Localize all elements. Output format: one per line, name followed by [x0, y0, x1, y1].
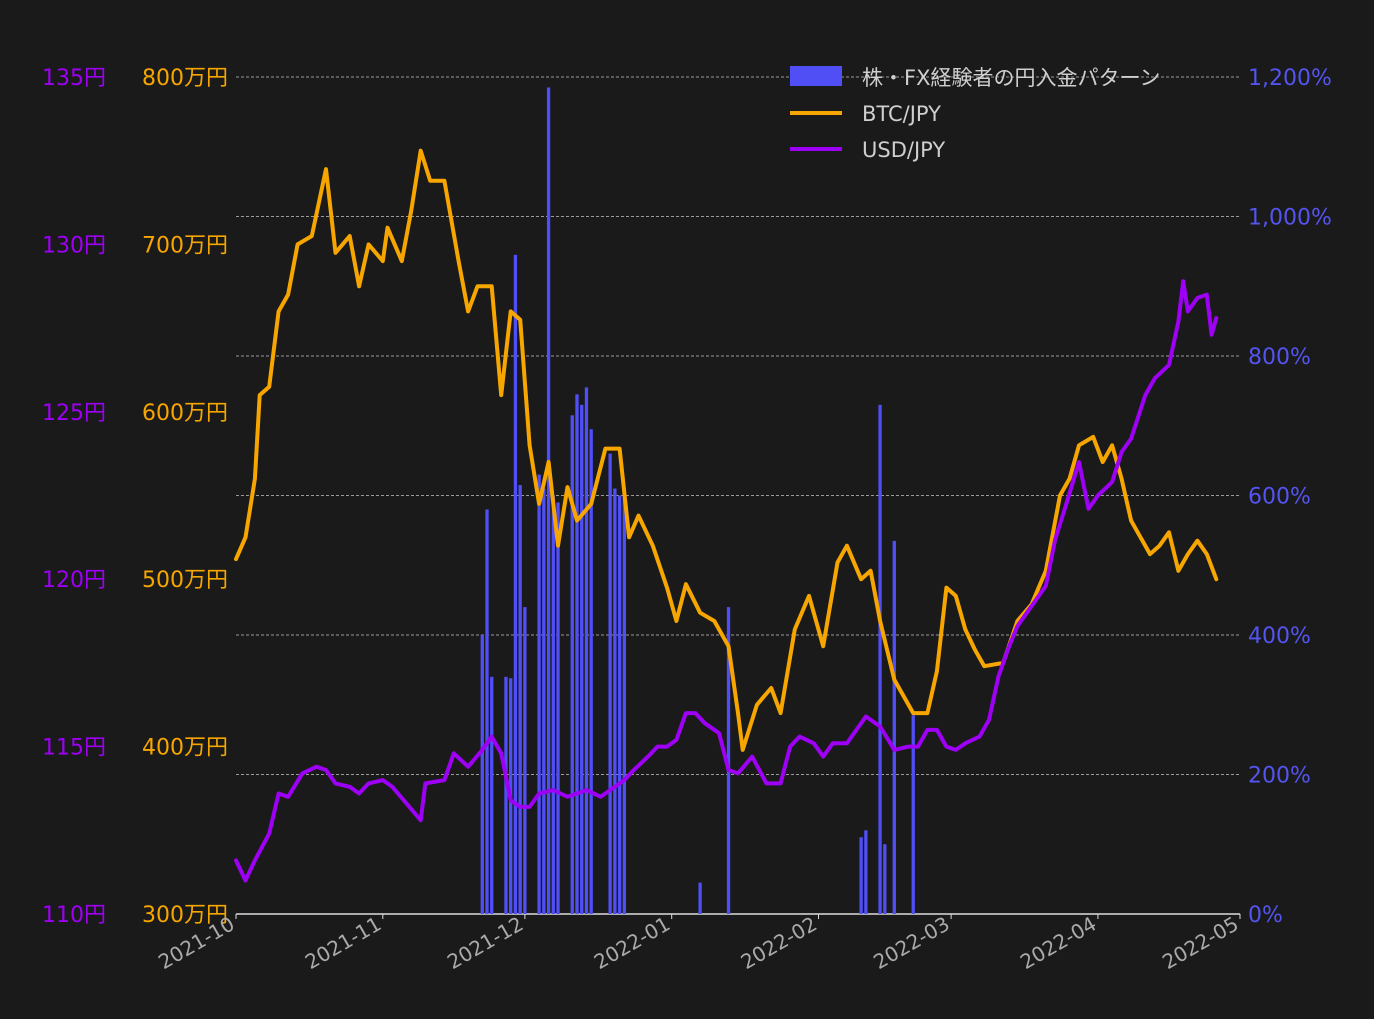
x-tick-label: 2021-12	[443, 912, 527, 975]
deposit-bar	[608, 453, 612, 914]
y-tick-label-usd: 120円	[42, 568, 106, 593]
legend-swatch-bar	[790, 66, 842, 86]
deposit-bar	[570, 415, 574, 914]
deposit-bar	[883, 844, 887, 914]
y-tick-label-pct: 200%	[1248, 764, 1311, 789]
deposit-bar	[859, 837, 863, 914]
deposit-bar	[518, 485, 522, 914]
deposit-bar	[911, 715, 915, 914]
deposit-bar	[613, 488, 617, 914]
legend: 株・FX経験者の円入金パターン BTC/JPY USD/JPY	[790, 66, 1160, 162]
deposit-bar	[523, 607, 527, 914]
y-tick-label-pct: 1,000%	[1248, 206, 1332, 231]
y-tick-label-pct: 0%	[1248, 903, 1283, 928]
y-tick-label-btc: 800万円	[142, 66, 228, 91]
deposit-bar	[537, 474, 541, 914]
deposit-bar	[864, 830, 868, 914]
x-tick-label: 2022-01	[590, 912, 674, 975]
y-tick-label-pct: 400%	[1248, 624, 1311, 649]
deposit-bar	[580, 404, 584, 914]
y-tick-label-btc: 600万円	[142, 401, 228, 426]
deposit-bar	[485, 509, 489, 914]
y-tick-label-usd: 130円	[42, 233, 106, 258]
btc-jpy-line	[234, 148, 1219, 752]
y-tick-label-pct: 800%	[1248, 345, 1311, 370]
legend-label: BTC/JPY	[862, 102, 941, 126]
y-tick-label-pct: 600%	[1248, 485, 1311, 510]
deposit-bar	[504, 676, 508, 914]
deposit-bar	[546, 87, 551, 914]
y-tick-label-btc: 400万円	[142, 736, 228, 761]
deposit-bar	[542, 488, 546, 914]
y-tick-label-pct: 1,200%	[1248, 66, 1332, 91]
x-tick-label: 2021-11	[301, 912, 385, 975]
deposit-bar	[878, 404, 882, 914]
deposit-bar	[698, 882, 702, 914]
deposit-bar	[556, 502, 560, 914]
deposit-bar	[551, 495, 555, 914]
deposit-bar	[617, 495, 622, 914]
x-tick-label: 2022-02	[737, 912, 821, 975]
line-series	[234, 148, 1219, 883]
legend-label: USD/JPY	[862, 138, 945, 162]
axis-ticks: 110円 115円 120円 125円 130円 135円 300万円 400万円 500万円 6…	[42, 66, 1332, 974]
bar-series-deposit-pattern	[480, 87, 915, 915]
deposit-bar	[490, 676, 494, 914]
deposit-bar	[575, 394, 579, 914]
y-tick-label-btc: 700万円	[142, 233, 228, 258]
y-tick-label-usd: 125円	[42, 401, 106, 426]
deposit-bar	[589, 429, 593, 914]
usd-jpy-line	[234, 279, 1219, 883]
gridlines	[236, 76, 1240, 915]
deposit-bar	[513, 254, 518, 915]
y-tick-label-btc: 300万円	[142, 903, 228, 928]
y-tick-label-usd: 110円	[42, 903, 106, 928]
deposit-bar	[480, 635, 484, 914]
deposit-bar	[892, 540, 896, 914]
x-tick-label: 2022-05	[1158, 912, 1242, 975]
deposit-bar	[726, 607, 731, 914]
y-tick-label-btc: 500万円	[142, 568, 228, 593]
x-tick-label: 2022-03	[869, 912, 953, 975]
legend-label: 株・FX経験者の円入金パターン	[862, 66, 1160, 90]
deposit-bar	[622, 488, 626, 914]
deposit-bar	[584, 387, 589, 914]
y-tick-label-usd: 115円	[42, 736, 106, 761]
x-tick-label: 2022-04	[1016, 912, 1100, 975]
y-tick-label-usd: 135円	[42, 66, 106, 91]
